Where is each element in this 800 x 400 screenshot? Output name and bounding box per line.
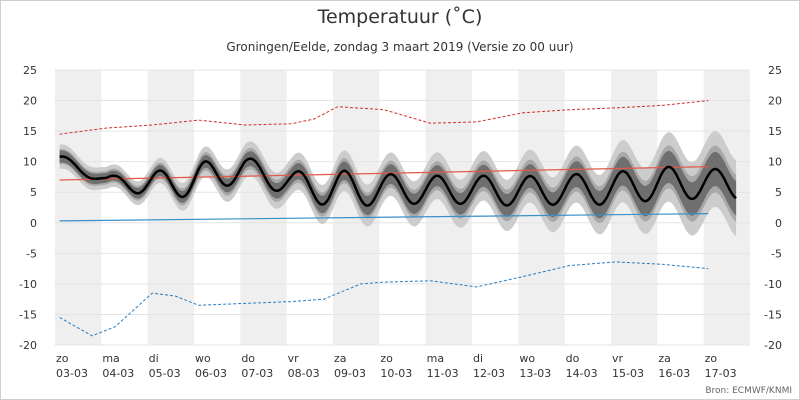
record-min-line (59, 261, 709, 337)
x-tick-date: 17-03 (705, 367, 737, 380)
x-tick-date: 11-03 (427, 367, 459, 380)
x-tick-day: do (241, 352, 255, 365)
x-tick-day: ma (427, 352, 444, 365)
grid-lines (55, 69, 750, 346)
x-tick-date: 09-03 (334, 367, 366, 380)
x-tick-day: di (149, 352, 159, 365)
x-tick-day: zo (705, 352, 718, 365)
x-tick-date: 06-03 (195, 367, 227, 380)
normal-min-line (59, 213, 709, 222)
day-band (55, 70, 102, 345)
y-axis-left: -20 -15 -10 -5 0 5 10 15 20 25 (19, 64, 37, 352)
median-line (59, 155, 737, 207)
y-tick-label: 5 (30, 186, 37, 199)
x-tick-day: vr (288, 352, 300, 365)
x-tick-date: 07-03 (241, 367, 273, 380)
chart-title: Temperatuur (˚C) (317, 6, 483, 28)
x-tick-day: zo (56, 352, 69, 365)
y-tick-label: 25 (768, 64, 782, 77)
y-tick-label: -15 (764, 308, 782, 321)
ensemble-envelopes (59, 131, 737, 237)
x-tick-day: ma (102, 352, 119, 365)
x-tick-day: zo (380, 352, 393, 365)
y-tick-label: -5 (771, 247, 782, 260)
chart-subtitle: Groningen/Eelde, zondag 3 maart 2019 (Ve… (226, 40, 574, 54)
series-lines (59, 100, 737, 337)
x-tick-day: wo (519, 352, 535, 365)
x-tick-day: za (334, 352, 347, 365)
y-tick-label: -20 (19, 339, 37, 352)
x-tick-date: 16-03 (658, 367, 690, 380)
y-tick-label: 0 (775, 217, 782, 230)
record-max-line (59, 100, 709, 135)
x-tick-date: 04-03 (102, 367, 134, 380)
y-tick-label: 10 (23, 156, 37, 169)
x-tick-date: 03-03 (56, 367, 88, 380)
y-tick-label: -20 (764, 339, 782, 352)
x-tick-date: 05-03 (149, 367, 181, 380)
y-tick-label: -15 (19, 308, 37, 321)
x-tick-day: vr (612, 352, 624, 365)
x-tick-date: 14-03 (566, 367, 598, 380)
y-tick-label: 15 (768, 125, 782, 138)
x-tick-day: za (658, 352, 671, 365)
x-tick-date: 12-03 (473, 367, 505, 380)
y-tick-label: 10 (768, 156, 782, 169)
x-tick-day: do (566, 352, 580, 365)
x-tick-day: wo (195, 352, 211, 365)
source-credit: Bron: ECMWF/KNMI (705, 386, 792, 396)
y-axis-right: -20 -15 -10 -5 0 5 10 15 20 25 (764, 64, 782, 352)
y-tick-label: -10 (19, 278, 37, 291)
y-tick-label: -10 (764, 278, 782, 291)
y-tick-label: 25 (23, 64, 37, 77)
x-tick-date: 15-03 (612, 367, 644, 380)
y-tick-label: 20 (768, 95, 782, 108)
y-tick-label: 15 (23, 125, 37, 138)
x-axis: zo 03-03 ma 04-03 di 05-03 wo 06-03 do 07-03 vr 08-… (56, 352, 737, 380)
y-tick-label: -5 (26, 247, 37, 260)
y-tick-label: 5 (775, 186, 782, 199)
x-tick-date: 10-03 (380, 367, 412, 380)
y-tick-label: 20 (23, 95, 37, 108)
x-tick-date: 13-03 (519, 367, 551, 380)
x-tick-day: di (473, 352, 483, 365)
ensemble-inner-band (59, 150, 737, 219)
y-tick-label: 0 (30, 217, 37, 230)
x-tick-date: 08-03 (288, 367, 320, 380)
